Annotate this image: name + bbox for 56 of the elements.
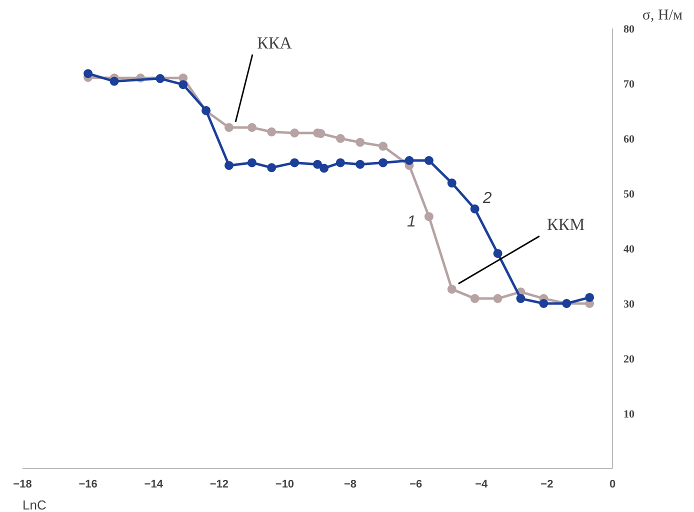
y-tick-label: 80 bbox=[624, 24, 635, 36]
y-tick-label: 60 bbox=[624, 134, 635, 146]
point bbox=[356, 138, 365, 147]
point bbox=[313, 160, 322, 169]
point bbox=[267, 127, 276, 136]
point bbox=[470, 294, 480, 304]
point bbox=[247, 123, 256, 132]
point bbox=[424, 212, 434, 222]
x-tick-label: −10 bbox=[275, 478, 294, 490]
x-tick-label: 0 bbox=[609, 478, 616, 490]
x-tick-label: −6 bbox=[410, 478, 422, 490]
x-tick-label: −18 bbox=[13, 478, 32, 490]
point bbox=[267, 163, 276, 172]
x-tick-label: −14 bbox=[144, 478, 164, 490]
series-label: 2 bbox=[482, 190, 492, 207]
point bbox=[378, 158, 388, 168]
y-axis-title: σ, Н/м bbox=[642, 8, 684, 24]
point bbox=[404, 156, 414, 165]
y-tick-label: 30 bbox=[624, 298, 635, 310]
point bbox=[110, 76, 119, 86]
x-tick-label: −2 bbox=[540, 478, 554, 490]
point bbox=[224, 160, 234, 170]
x-tick-label: −12 bbox=[210, 478, 229, 490]
x-tick-label: −4 bbox=[475, 478, 489, 490]
point bbox=[424, 156, 434, 165]
point bbox=[585, 292, 594, 302]
y-tick-label: 10 bbox=[624, 408, 635, 420]
point bbox=[493, 248, 502, 258]
annotation: ККА bbox=[257, 34, 293, 52]
point bbox=[290, 128, 300, 138]
point bbox=[247, 158, 256, 168]
x-tick-label: −16 bbox=[78, 478, 98, 490]
point bbox=[539, 299, 548, 308]
y-tick-label: 40 bbox=[624, 244, 635, 256]
point bbox=[156, 74, 165, 84]
point bbox=[320, 164, 329, 173]
point bbox=[470, 204, 480, 214]
point bbox=[224, 123, 234, 132]
y-tick-label: 50 bbox=[624, 188, 635, 200]
series-label: 1 bbox=[406, 214, 416, 231]
point bbox=[516, 294, 526, 304]
point bbox=[447, 178, 456, 188]
point bbox=[493, 294, 502, 304]
point bbox=[84, 69, 93, 78]
y-tick-label: 70 bbox=[624, 78, 635, 90]
point bbox=[290, 158, 300, 168]
point bbox=[447, 284, 456, 294]
x-axis-title: LnC bbox=[22, 498, 46, 512]
point bbox=[356, 160, 365, 169]
point bbox=[178, 80, 188, 90]
point bbox=[336, 158, 345, 168]
point bbox=[336, 134, 345, 143]
annotation: ККМ bbox=[546, 215, 585, 234]
x-tick-label: −8 bbox=[344, 478, 357, 490]
y-tick-label: 20 bbox=[624, 354, 635, 366]
point bbox=[378, 142, 388, 151]
